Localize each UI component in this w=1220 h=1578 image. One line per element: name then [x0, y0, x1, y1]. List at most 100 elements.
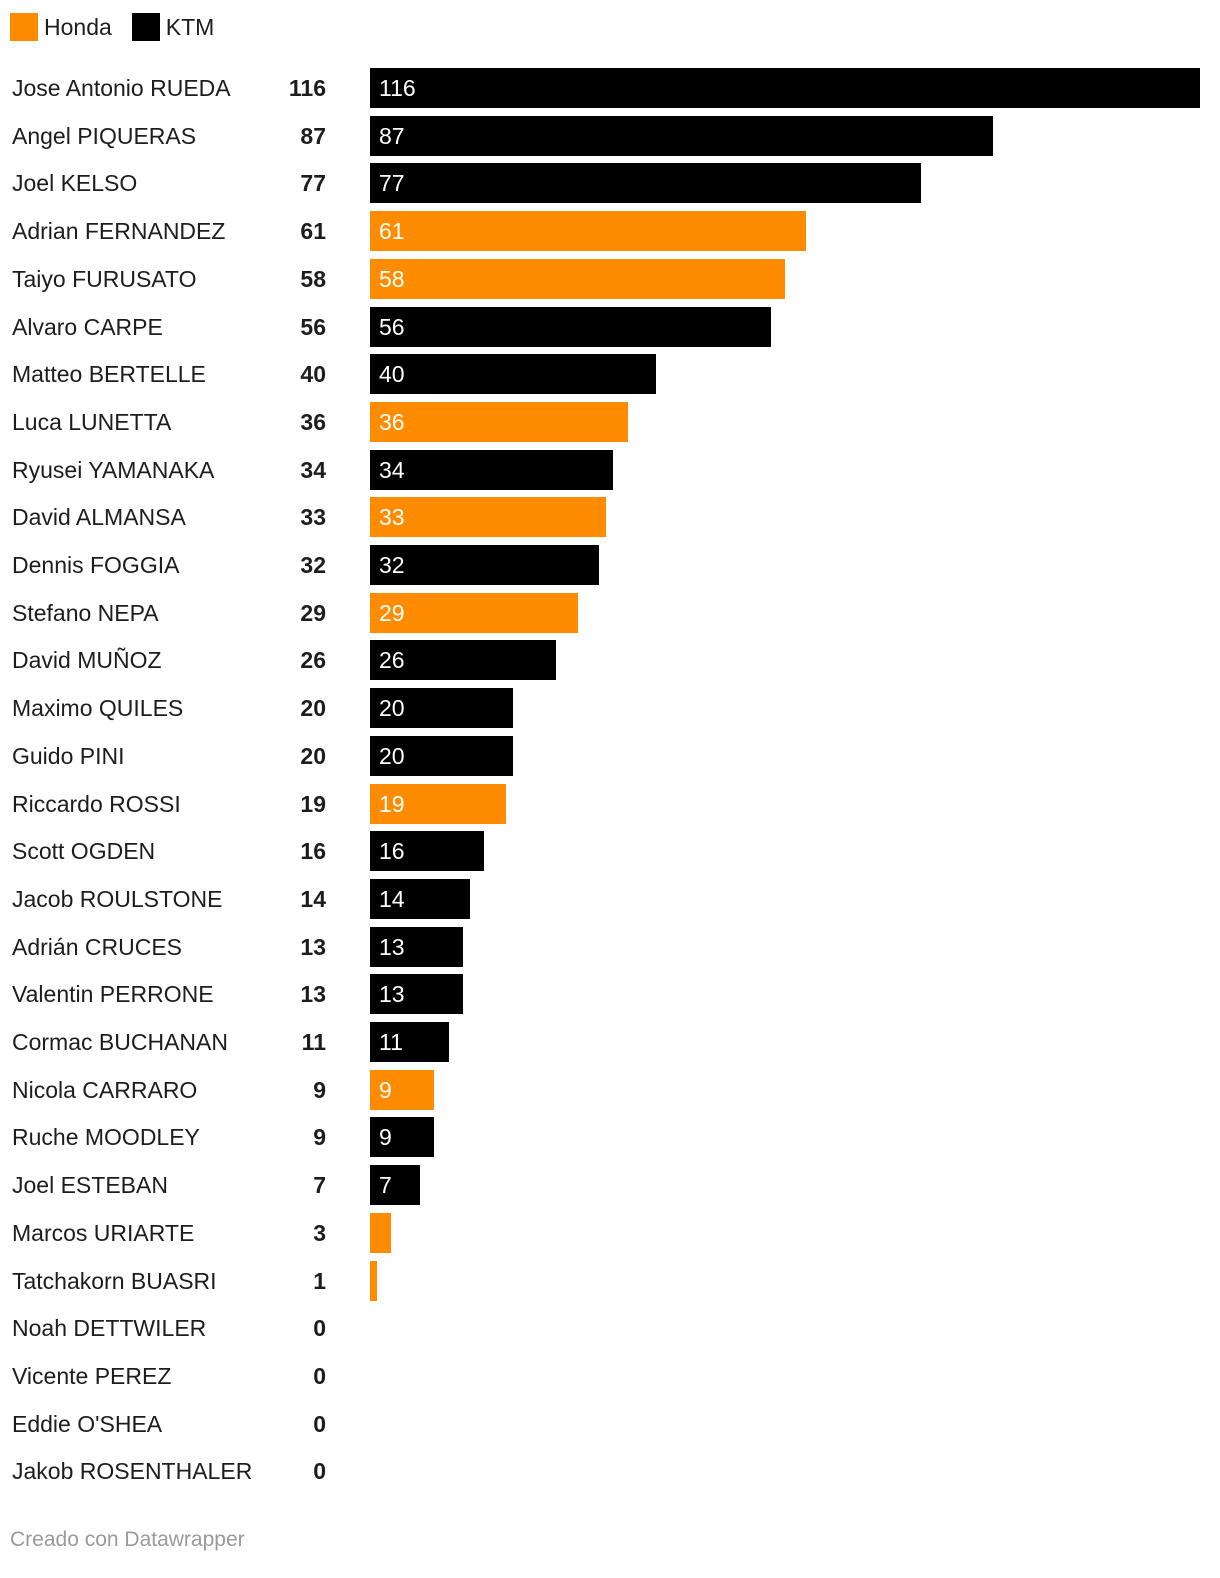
rider-name-label: Cormac BUCHANAN — [12, 1029, 228, 1055]
points-value-label: 7 — [313, 1172, 326, 1199]
points-bar — [370, 783, 506, 824]
rider-name-label: Maximo QUILES — [12, 695, 184, 722]
points-value-label: 116 — [288, 75, 326, 101]
points-bar — [370, 115, 993, 156]
rider-name-label: Alvaro CARPE — [12, 313, 163, 340]
bar-data-label: 20 — [379, 742, 405, 769]
points-bar — [370, 258, 785, 299]
chart-legend: Honda KTM — [10, 12, 234, 42]
points-value-label: 0 — [313, 1458, 326, 1485]
points-value-label: 13 — [300, 933, 326, 960]
rider-name-label: Adrian FERNANDEZ — [12, 218, 226, 245]
points-bar — [370, 592, 578, 633]
chart-row: Noah DETTWILER 0 — [0, 1308, 1220, 1348]
chart-row: Taiyo FURUSATO 58 58 — [0, 258, 1220, 299]
legend-label-ktm: KTM — [165, 13, 215, 40]
rider-name-label: Angel PIQUERAS — [12, 122, 197, 149]
chart-row: Jose Antonio RUEDA 116 116 — [0, 68, 1220, 108]
chart-row: Joel ESTEBAN 7 7 — [0, 1165, 1220, 1206]
points-bar — [370, 640, 557, 681]
points-value-label: 14 — [300, 885, 326, 912]
chart-row: Tatchakorn BUASRI 1 — [0, 1260, 1220, 1301]
legend-swatch-honda — [10, 13, 38, 41]
points-bar — [370, 831, 485, 872]
chart-row: Maximo QUILES 20 20 — [0, 688, 1220, 729]
bar-data-label: 11 — [379, 1029, 403, 1055]
chart-row: Alvaro CARPE 56 56 — [0, 306, 1220, 347]
points-value-label: 1 — [313, 1267, 326, 1294]
points-value-label: 0 — [313, 1410, 326, 1437]
points-bar — [370, 354, 657, 395]
bar-data-label: 13 — [379, 981, 405, 1008]
points-value-label: 56 — [300, 313, 326, 340]
points-value-label: 61 — [300, 218, 326, 245]
points-bar — [370, 211, 807, 252]
legend-label-honda: Honda — [44, 13, 112, 40]
points-bar — [370, 163, 921, 204]
bar-data-label: 61 — [379, 218, 405, 245]
chart-row: Ryusei YAMANAKA 34 34 — [0, 449, 1220, 490]
bar-data-label: 16 — [379, 838, 405, 865]
rider-name-label: Ruche MOODLEY — [12, 1124, 200, 1151]
rider-name-label: Adrián CRUCES — [12, 933, 182, 960]
points-bar — [370, 1069, 435, 1110]
bar-data-label: 77 — [379, 170, 405, 197]
chart-row: Adrián CRUCES 13 13 — [0, 926, 1220, 967]
chart-row: Luca LUNETTA 36 36 — [0, 401, 1220, 442]
chart-row: Scott OGDEN 16 16 — [0, 831, 1220, 872]
bar-data-label: 20 — [379, 695, 405, 722]
bar-data-label: 9 — [379, 1076, 392, 1103]
points-bar — [370, 1260, 378, 1301]
rider-name-label: Jose Antonio RUEDA — [12, 75, 231, 101]
bar-data-label: 9 — [379, 1124, 392, 1151]
points-bar — [370, 688, 514, 729]
points-value-label: 9 — [313, 1124, 326, 1151]
chart-row: Riccardo ROSSI 19 19 — [0, 783, 1220, 824]
points-value-label: 19 — [300, 790, 326, 817]
rider-name-label: Guido PINI — [12, 742, 125, 769]
rider-name-label: Joel KELSO — [12, 170, 138, 197]
bar-data-label: 58 — [379, 265, 405, 292]
legend-swatch-ktm — [131, 13, 160, 41]
points-value-label: 40 — [300, 361, 326, 388]
points-value-label: 34 — [300, 456, 326, 483]
bar-data-label: 116 — [379, 75, 416, 101]
legend-item-ktm: KTM — [131, 13, 215, 41]
bar-data-label: 13 — [379, 933, 405, 960]
bar-data-label: 36 — [379, 408, 405, 435]
points-value-label: 33 — [300, 504, 326, 531]
points-value-label: 32 — [300, 552, 326, 578]
bar-data-label: 34 — [379, 456, 405, 483]
rider-name-label: Taiyo FURUSATO — [12, 265, 197, 292]
chart-row: Ruche MOODLEY 9 9 — [0, 1117, 1220, 1158]
rider-name-label: Scott OGDEN — [12, 838, 156, 865]
rider-name-label: Joel ESTEBAN — [12, 1172, 168, 1199]
chart-row: David MUÑOZ 26 26 — [0, 640, 1220, 681]
points-bar — [370, 497, 607, 538]
legend-item-honda: Honda — [10, 13, 112, 41]
rider-name-label: Marcos URIARTE — [12, 1219, 195, 1246]
rider-name-label: David MUÑOZ — [12, 647, 162, 674]
rider-name-label: Tatchakorn BUASRI — [12, 1267, 217, 1294]
rider-name-label: Dennis FOGGIA — [12, 552, 180, 578]
points-bar — [370, 68, 1200, 108]
bar-data-label: 33 — [379, 504, 405, 531]
points-value-label: 87 — [300, 122, 326, 149]
points-value-label: 0 — [313, 1362, 326, 1389]
rider-name-label: Jakob ROSENTHALER — [12, 1458, 253, 1485]
points-bar — [370, 1165, 421, 1206]
rider-name-label: David ALMANSA — [12, 504, 186, 531]
points-bar — [370, 545, 599, 585]
points-bar — [370, 401, 628, 442]
points-value-label: 29 — [300, 599, 326, 626]
chart-row: Vicente PEREZ 0 — [0, 1356, 1220, 1396]
chart-row: Joel KELSO 77 77 — [0, 163, 1220, 204]
chart-row: David ALMANSA 33 33 — [0, 497, 1220, 538]
points-bar — [370, 449, 614, 490]
chart-credit: Creado con Datawrapper — [10, 1528, 245, 1551]
rider-name-label: Eddie O'SHEA — [12, 1410, 163, 1437]
points-bar — [370, 974, 464, 1015]
bar-data-label: 87 — [379, 122, 405, 149]
points-value-label: 11 — [301, 1029, 326, 1055]
bar-data-label: 7 — [379, 1172, 392, 1199]
